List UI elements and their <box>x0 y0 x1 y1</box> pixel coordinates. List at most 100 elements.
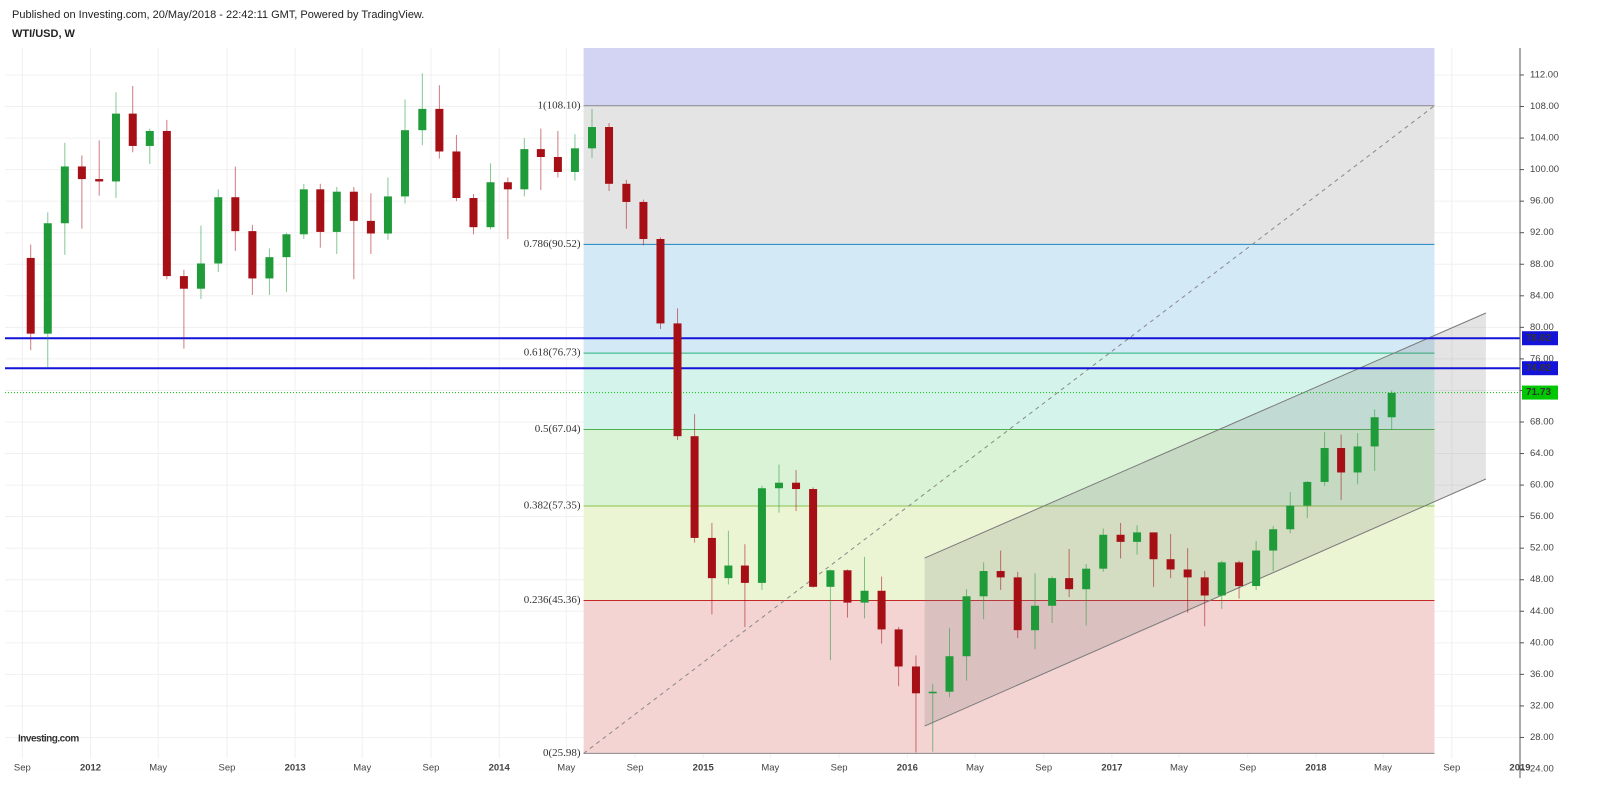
candle-body <box>860 590 869 603</box>
candle-body <box>1200 577 1209 596</box>
candle-body <box>1013 577 1022 631</box>
y-tick-label: 92.00 <box>1530 227 1554 238</box>
x-tick-label: Sep <box>1443 763 1460 774</box>
y-tick-label: 32.00 <box>1530 700 1554 711</box>
logo: Investing.com <box>18 734 79 745</box>
x-tick-label: 2017 <box>1101 763 1122 774</box>
candle-body <box>757 488 766 583</box>
y-tick-label: 108.00 <box>1530 101 1559 112</box>
candle-body <box>553 156 562 172</box>
candle-body <box>469 198 478 228</box>
candle-body <box>299 189 308 235</box>
x-tick-label: Sep <box>1239 763 1256 774</box>
candle-body <box>1320 448 1329 482</box>
candle-body <box>656 239 665 324</box>
y-tick-label: 40.00 <box>1530 637 1554 648</box>
y-tick-label: 44.00 <box>1530 606 1554 617</box>
x-tick-label: May <box>966 763 984 774</box>
fib-label: 0.382(57.35) <box>524 500 581 512</box>
x-tick-label: 2014 <box>489 763 511 774</box>
candle-body <box>128 113 137 146</box>
candle-body <box>809 489 818 587</box>
candle-body <box>1065 578 1074 590</box>
candle-body <box>366 220 375 234</box>
candle-body <box>945 656 954 692</box>
candle-body <box>1048 578 1057 606</box>
y-tick-label: 80.00 <box>1530 322 1554 333</box>
candle-body <box>639 201 648 240</box>
x-tick-label: May <box>149 763 167 774</box>
channel-line <box>924 478 1487 727</box>
candle-body <box>774 482 783 489</box>
candle-body <box>843 570 852 603</box>
candle-body <box>1353 446 1362 473</box>
x-tick-label: 2012 <box>80 763 101 774</box>
candle-body <box>111 113 120 182</box>
fib-zone <box>583 429 1435 506</box>
y-tick-label: 36.00 <box>1530 669 1554 680</box>
candle-body <box>911 666 920 694</box>
candle-body <box>1031 605 1040 631</box>
x-tick-label: Sep <box>423 763 440 774</box>
candle-body <box>349 191 358 221</box>
candle-body <box>145 130 154 146</box>
price-label-box <box>1522 385 1558 400</box>
candle-body <box>435 108 444 152</box>
candle-body <box>452 151 461 199</box>
y-tick-label: 48.00 <box>1530 574 1554 585</box>
time-axis-bg <box>0 758 1520 778</box>
fib-zone <box>583 244 1435 354</box>
channel-fill <box>924 312 1486 727</box>
x-tick-label: Sep <box>627 763 644 774</box>
candle-body <box>486 182 495 228</box>
x-tick-label: May <box>1374 763 1392 774</box>
price-label: 71.73 <box>1526 387 1551 398</box>
published-note: Published on Investing.com, 20/May/2018 … <box>12 9 424 21</box>
y-tick-label: 56.00 <box>1530 511 1554 522</box>
fib-zone <box>583 105 1435 245</box>
price-label: 74.82 <box>1526 363 1551 374</box>
candle-body <box>60 166 69 224</box>
candle-body <box>231 197 240 232</box>
fib-label: 0.236(45.36) <box>524 594 581 606</box>
candle-body <box>1099 534 1108 569</box>
candle-body <box>162 130 171 277</box>
candle-body <box>1252 550 1261 587</box>
fib-trend <box>583 105 1435 754</box>
x-tick-label: May <box>1170 763 1188 774</box>
candle-body <box>332 191 341 232</box>
x-tick-label: May <box>557 763 575 774</box>
candle-body <box>536 149 545 157</box>
candle-body <box>43 223 52 334</box>
y-tick-label: 64.00 <box>1530 448 1554 459</box>
candle-body <box>979 571 988 597</box>
y-tick-label: 96.00 <box>1530 196 1554 207</box>
candle-body <box>605 127 614 184</box>
candle-body <box>587 127 596 149</box>
plot: 1(108.10) 0.786(90.52) 0.618(76.73) 0.5(67.… <box>5 48 1520 778</box>
x-tick-label: 2013 <box>285 763 306 774</box>
candle-body <box>826 570 835 587</box>
candle-body <box>179 276 188 289</box>
candle-body <box>196 263 205 289</box>
y-tick-label: 52.00 <box>1530 543 1554 554</box>
candle-body <box>265 257 274 279</box>
candle-body <box>707 537 716 579</box>
y-tick-label: 104.00 <box>1530 133 1559 144</box>
candle-body <box>1217 562 1226 596</box>
candle-body <box>673 323 682 437</box>
y-tick-label: 24.00 <box>1530 764 1554 775</box>
candle-body <box>214 197 223 264</box>
candle-body <box>95 179 104 182</box>
candle-body <box>1149 532 1158 560</box>
x-tick-label: 2016 <box>897 763 918 774</box>
candle-body <box>282 234 291 258</box>
x-tick-label: 2015 <box>693 763 715 774</box>
candle-body <box>894 629 903 667</box>
candle-body <box>77 166 86 180</box>
candle-body <box>1235 562 1244 587</box>
x-tick-label: 2019 <box>1509 763 1530 774</box>
symbol: WTI/USD, W <box>12 28 76 40</box>
candle-body <box>383 196 392 234</box>
